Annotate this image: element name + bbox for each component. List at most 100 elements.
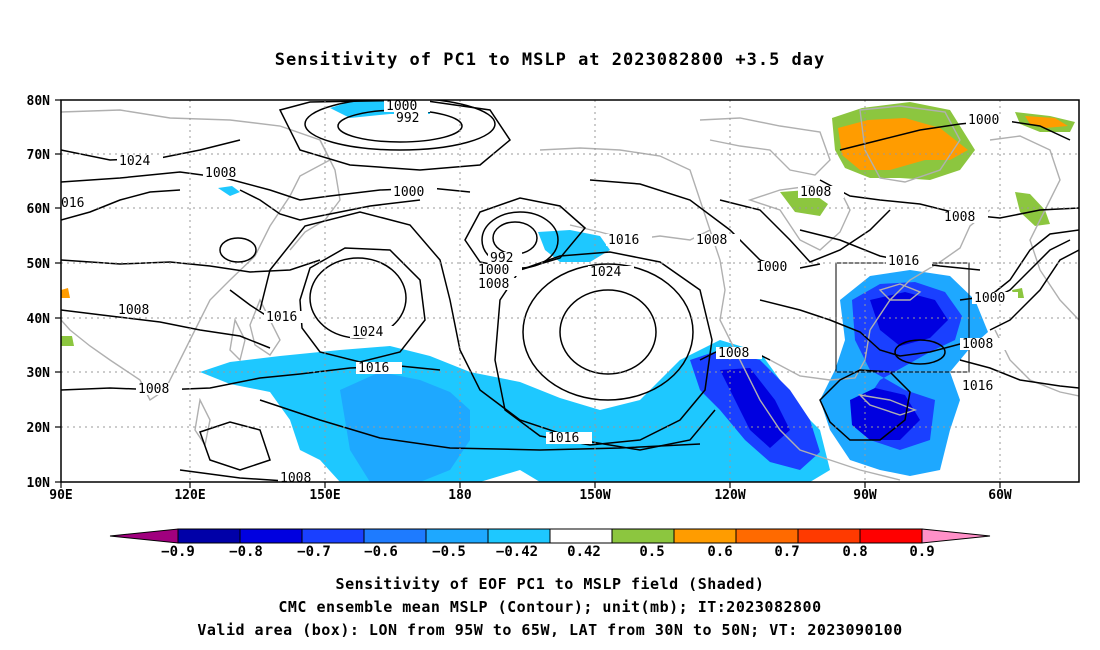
contour-1016-west — [61, 189, 181, 221]
contour-1000-canada — [719, 199, 891, 263]
contour-label: 1016 — [962, 379, 993, 394]
colorbar-swatch — [239, 528, 303, 544]
colorbar-tick: 0.7 — [774, 544, 799, 560]
contour-label: 1000 — [386, 99, 417, 114]
axis-ticks — [55, 99, 1001, 488]
contour-label: 1000 — [393, 185, 424, 200]
colorbar-tick: −0.8 — [229, 544, 263, 560]
colorbar-swatch — [859, 528, 923, 544]
caption-contour: CMC ensemble mean MSLP (Contour); unit(m… — [278, 598, 822, 616]
contour-label: 1008 — [118, 303, 149, 318]
contour-labels: 1000 992 1024 1008 1000 016 1016 1008 99… — [61, 99, 1018, 486]
contour-label: 1016 — [266, 310, 297, 325]
lon-label: 120W — [714, 488, 745, 503]
contour-label: 1008 — [800, 185, 831, 200]
lat-label: 60N — [27, 202, 51, 217]
contour-label: 992 — [490, 251, 513, 266]
contour-sw-low — [894, 339, 946, 365]
contour-label: 1008 — [944, 210, 975, 225]
contour-pacific-high-outer — [494, 251, 713, 446]
contour-westpac-high-mid — [299, 247, 426, 363]
colorbar-tick: 0.9 — [909, 544, 934, 560]
lon-label: 150E — [309, 488, 340, 503]
coast-hudson — [747, 185, 851, 251]
contour-1016-tropics — [259, 399, 701, 451]
contour-label: 1024 — [119, 154, 150, 169]
shade-pos-greenland-orange — [838, 118, 968, 170]
colorbar-tick: −0.9 — [161, 544, 195, 560]
contour-1008-china — [61, 309, 271, 349]
contour-label: 1024 — [590, 265, 621, 280]
colorbar-swatch — [425, 528, 489, 544]
contour-arctic-low-outer — [304, 100, 496, 151]
contour-small-loop — [199, 421, 271, 471]
contour-east-loop — [819, 369, 911, 441]
contour-label: 1016 — [608, 233, 639, 248]
colorbar-tick: −0.6 — [364, 544, 398, 560]
contour-label: 1016 — [548, 431, 579, 446]
shade-neg-mexico-core — [720, 368, 790, 448]
colorbar-swatch — [487, 528, 551, 544]
colorbar-swatch — [363, 528, 427, 544]
colorbar-tick: 0.5 — [639, 544, 664, 560]
contour-label: 1024 — [352, 325, 383, 340]
colorbar-tick: 0.8 — [842, 544, 867, 560]
contour-1000-greenland — [839, 119, 1071, 151]
latitude-labels: 80N 70N 60N 50N 40N 30N 20N 10N — [27, 94, 51, 491]
caption-valid-area: Valid area (box): LON from 95W to 65W, L… — [197, 621, 903, 639]
contour-label: 1000 — [478, 263, 509, 278]
shade-pos-small3 — [61, 336, 74, 346]
colorbar-tick-labels: −0.9 −0.8 −0.7 −0.6 −0.5 −0.42 0.42 0.5 … — [161, 544, 935, 560]
colorbar-swatch — [611, 528, 675, 544]
shade-neg-siberia — [218, 186, 240, 196]
contour-1008-atlantic — [989, 249, 1079, 331]
contour-label: 1000 — [968, 113, 999, 128]
contour-1008-greenland — [819, 179, 1079, 219]
contour-label: 1008 — [205, 166, 236, 181]
contour-label: 016 — [61, 196, 84, 211]
lat-label: 70N — [27, 148, 51, 163]
lat-label: 20N — [27, 421, 51, 436]
coast-greenland — [859, 105, 961, 183]
contour-westpac-high-outer — [259, 211, 716, 451]
contour-label: 1008 — [138, 382, 169, 397]
lat-label: 80N — [27, 94, 51, 109]
coast-korea — [229, 317, 246, 362]
plot-frame — [60, 99, 1080, 483]
colorbar-swatch — [301, 528, 365, 544]
colorbar-tick: −0.5 — [432, 544, 466, 560]
colorbar-tick: −0.7 — [297, 544, 331, 560]
coast-kamchatka — [289, 139, 341, 251]
colorbar-tick: 0.6 — [707, 544, 732, 560]
contour-pacific-high-inner — [559, 289, 657, 375]
colorbar-swatch — [797, 528, 861, 544]
contour-arctic-ring — [278, 100, 511, 171]
coast-great-lakes — [878, 283, 922, 301]
lon-label: 120E — [174, 488, 205, 503]
colorbar-swatch — [177, 528, 241, 544]
contour-asia-cell — [219, 237, 257, 263]
map-title: Sensitivity of PC1 to MSLP at 2023082800… — [274, 50, 826, 70]
coast-cuba — [857, 393, 918, 416]
contour-label: 1016 — [888, 254, 919, 269]
contour-label: 1016 — [358, 361, 389, 376]
lon-label: 180 — [448, 488, 472, 503]
contour-label: 1008 — [718, 346, 749, 361]
contour-1000-asia — [239, 189, 421, 221]
coast-na-west — [709, 229, 901, 481]
lat-label: 40N — [27, 312, 51, 327]
contour-pacific-high-mid — [522, 263, 694, 401]
longitude-labels: 90E 120E 150E 180 150W 120W 90W 60W — [49, 488, 1012, 503]
contour-1008-na — [759, 299, 990, 357]
lon-label: 90W — [853, 488, 877, 503]
coast-arctic-canada — [699, 117, 831, 176]
contour-label: 1000 — [974, 291, 1005, 306]
lon-label: 60W — [988, 488, 1012, 503]
contour-label: 992 — [396, 111, 419, 126]
coast-asia-east — [61, 109, 331, 402]
lat-label: 50N — [27, 257, 51, 272]
gridlines — [61, 100, 1079, 482]
colorbar-end-right — [921, 528, 991, 544]
